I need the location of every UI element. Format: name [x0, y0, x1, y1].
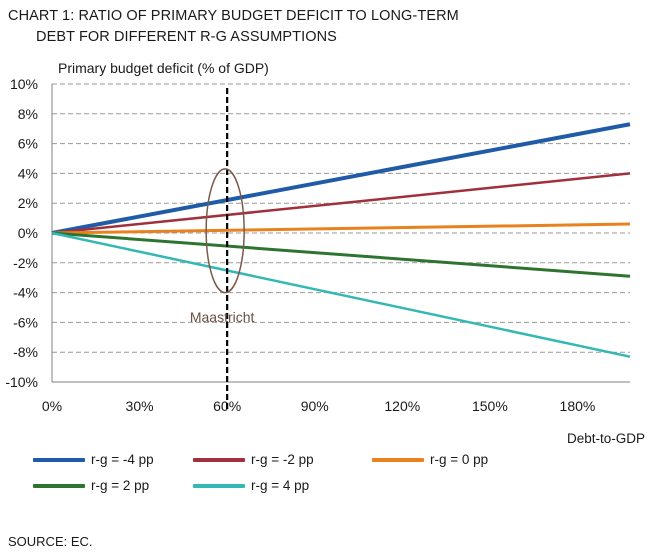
x-tick-label: 90% [301, 398, 329, 414]
x-tick-label: 120% [384, 398, 420, 414]
series-line [51, 231, 631, 278]
y-tick-label: -2% [13, 255, 38, 271]
maastricht-ellipse [205, 168, 245, 294]
y-tick-label: -10% [5, 374, 38, 390]
series-line [51, 122, 631, 235]
x-axis-title: Debt-to-GDP [567, 431, 645, 446]
y-axis-title: Primary budget deficit (% of GDP) [58, 60, 269, 76]
x-tick-label: 150% [472, 398, 508, 414]
maastricht-label: Maastricht [190, 309, 255, 325]
chart-title-line-1: CHART 1: RATIO OF PRIMARY BUDGET DEFICIT… [8, 8, 459, 24]
chart-title: CHART 1: RATIO OF PRIMARY BUDGET DEFICIT… [8, 6, 459, 48]
x-tick-label: 30% [126, 398, 154, 414]
chart-title-line-2: DEBT FOR DIFFERENT R-G ASSUMPTIONS [36, 29, 337, 45]
series-line [51, 231, 631, 358]
series-line [51, 222, 631, 235]
source-note: SOURCE: EC. [8, 534, 93, 549]
y-tick-label: -6% [13, 314, 38, 330]
y-tick-label: 6% [18, 136, 38, 152]
y-tick-label: 4% [18, 165, 38, 181]
y-tick-label: -4% [13, 285, 38, 301]
series-line [51, 172, 631, 235]
y-tick-label: -8% [13, 344, 38, 360]
y-tick-label: 0% [18, 225, 38, 241]
y-tick-label: 8% [18, 106, 38, 122]
y-tick-label: 10% [10, 76, 38, 92]
x-tick-label: 180% [560, 398, 596, 414]
y-tick-label: 2% [18, 195, 38, 211]
x-tick-label: 0% [42, 398, 62, 414]
